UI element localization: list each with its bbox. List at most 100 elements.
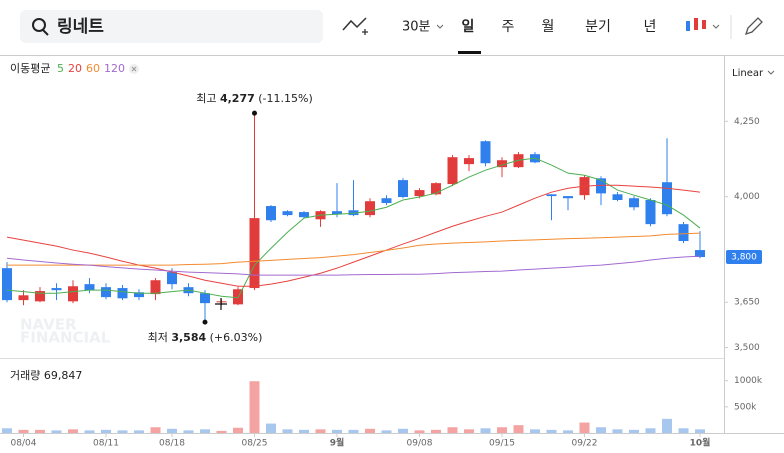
legend-entry: 120 xyxy=(104,62,125,75)
search-icon xyxy=(32,18,46,32)
x-tick-label: 9월 xyxy=(330,437,345,449)
candle-body xyxy=(563,196,573,199)
draw-tool-icon[interactable] xyxy=(744,17,763,36)
volume-bar xyxy=(513,425,524,433)
annotation-label: 최저 xyxy=(148,331,168,344)
interval-select[interactable]: 30분 xyxy=(402,20,431,35)
volume-bar xyxy=(233,427,243,433)
volume-bar xyxy=(530,429,540,433)
candle-body xyxy=(398,180,408,198)
volume-tick-label: 500k xyxy=(734,402,757,412)
x-tick-label: 08/25 xyxy=(242,439,268,449)
candle-body xyxy=(596,178,606,194)
volume-bar xyxy=(101,429,111,433)
legend-close-x xyxy=(131,66,137,72)
x-tick-label: 09/22 xyxy=(572,439,598,449)
watermark: FINANCIAL xyxy=(20,329,111,347)
candle-body xyxy=(629,198,639,208)
icon-part xyxy=(702,20,706,29)
chart-type-plus xyxy=(362,29,368,35)
ma-line xyxy=(7,232,701,266)
annotation-change: (-11.15%) xyxy=(258,92,313,105)
volume-bar xyxy=(381,430,392,433)
volume-bar xyxy=(414,430,425,433)
volume-bar xyxy=(51,430,62,433)
volume-bar xyxy=(84,430,95,433)
candle-body xyxy=(546,194,557,197)
volume-bar xyxy=(365,428,375,433)
volume-bar xyxy=(629,429,639,433)
volume-bar xyxy=(398,428,408,433)
candle-body xyxy=(348,210,359,216)
candle-body xyxy=(464,158,474,165)
volume-bar xyxy=(266,423,276,433)
volume-bar xyxy=(348,429,359,433)
volume-bar xyxy=(183,430,194,433)
volume-bar xyxy=(282,429,293,433)
candle-body xyxy=(35,291,45,302)
candle-body xyxy=(678,224,689,242)
volume-title: 거래량 69,847 xyxy=(10,369,82,382)
volume-bar xyxy=(18,429,29,433)
candle-body xyxy=(51,288,62,291)
volume-bar xyxy=(546,429,557,433)
annotation-value: 4,277 xyxy=(220,92,255,105)
x-tick-label: 09/15 xyxy=(489,439,515,449)
candle-body xyxy=(695,250,705,258)
scale-select[interactable]: Linear xyxy=(732,68,764,79)
volume-bar xyxy=(612,429,623,433)
candle-body xyxy=(497,160,507,168)
search-icon-handle xyxy=(42,29,49,36)
y-tick-label: 3,650 xyxy=(734,298,760,308)
icon-part xyxy=(686,21,690,31)
candle-body xyxy=(332,211,342,215)
candle-body xyxy=(84,284,95,291)
candle-body xyxy=(134,292,144,298)
ma-label: 이동평균 xyxy=(10,62,50,75)
search-box[interactable] xyxy=(20,10,323,43)
y-tick-label: 4,000 xyxy=(734,192,760,202)
cursor xyxy=(215,298,227,310)
annotation-label: 최고 xyxy=(196,92,216,105)
volume-bar xyxy=(150,427,161,433)
volume-bar xyxy=(332,429,342,433)
volume-bar xyxy=(695,429,705,433)
candle-body xyxy=(612,194,623,201)
icon-part xyxy=(694,18,698,30)
candle-type-icon[interactable] xyxy=(686,18,706,31)
period-tab[interactable]: 주 xyxy=(502,19,515,35)
volume-bar xyxy=(645,428,656,433)
ma-line xyxy=(6,184,701,287)
plot: 4,250 4,000 3,650 3,500 500k 1000k 08/04 08/11 0… xyxy=(2,92,763,449)
candle-body xyxy=(282,211,293,216)
annotation-value: 3,584 xyxy=(171,331,206,344)
chart-type-icon[interactable] xyxy=(342,17,367,31)
active-tab-underline xyxy=(458,51,481,54)
legend-entry: 5 xyxy=(57,62,64,75)
candle-body xyxy=(101,287,111,298)
period-tab[interactable]: 년 xyxy=(644,19,657,35)
ma-legend: 5 20 60 120 xyxy=(57,62,139,75)
candle-body xyxy=(480,141,491,164)
candle-body xyxy=(200,293,210,304)
volume-bar xyxy=(68,429,78,433)
volume-bar xyxy=(579,422,590,433)
annotation: 최고 4,277 (-11.15%) xyxy=(196,92,313,105)
volume-current: 69,847 xyxy=(44,369,83,382)
volume-bar xyxy=(563,430,573,433)
candle-body xyxy=(447,157,458,185)
volume-bar xyxy=(2,428,12,433)
volume-bar xyxy=(167,428,177,433)
period-tab[interactable]: 분기 xyxy=(585,19,611,35)
current-price-tag xyxy=(726,250,762,265)
chevron xyxy=(436,24,444,29)
y-tick-label: 3,500 xyxy=(734,343,760,353)
volume-bar xyxy=(200,429,210,433)
candle-body xyxy=(68,286,78,302)
x-tick-label: 09/08 xyxy=(407,439,433,449)
volume-bar xyxy=(299,429,309,433)
candle-body xyxy=(266,206,276,221)
volume-bar xyxy=(249,381,260,433)
period-tab[interactable]: 월 xyxy=(542,19,555,35)
period-tab[interactable]: 일 xyxy=(462,19,475,35)
